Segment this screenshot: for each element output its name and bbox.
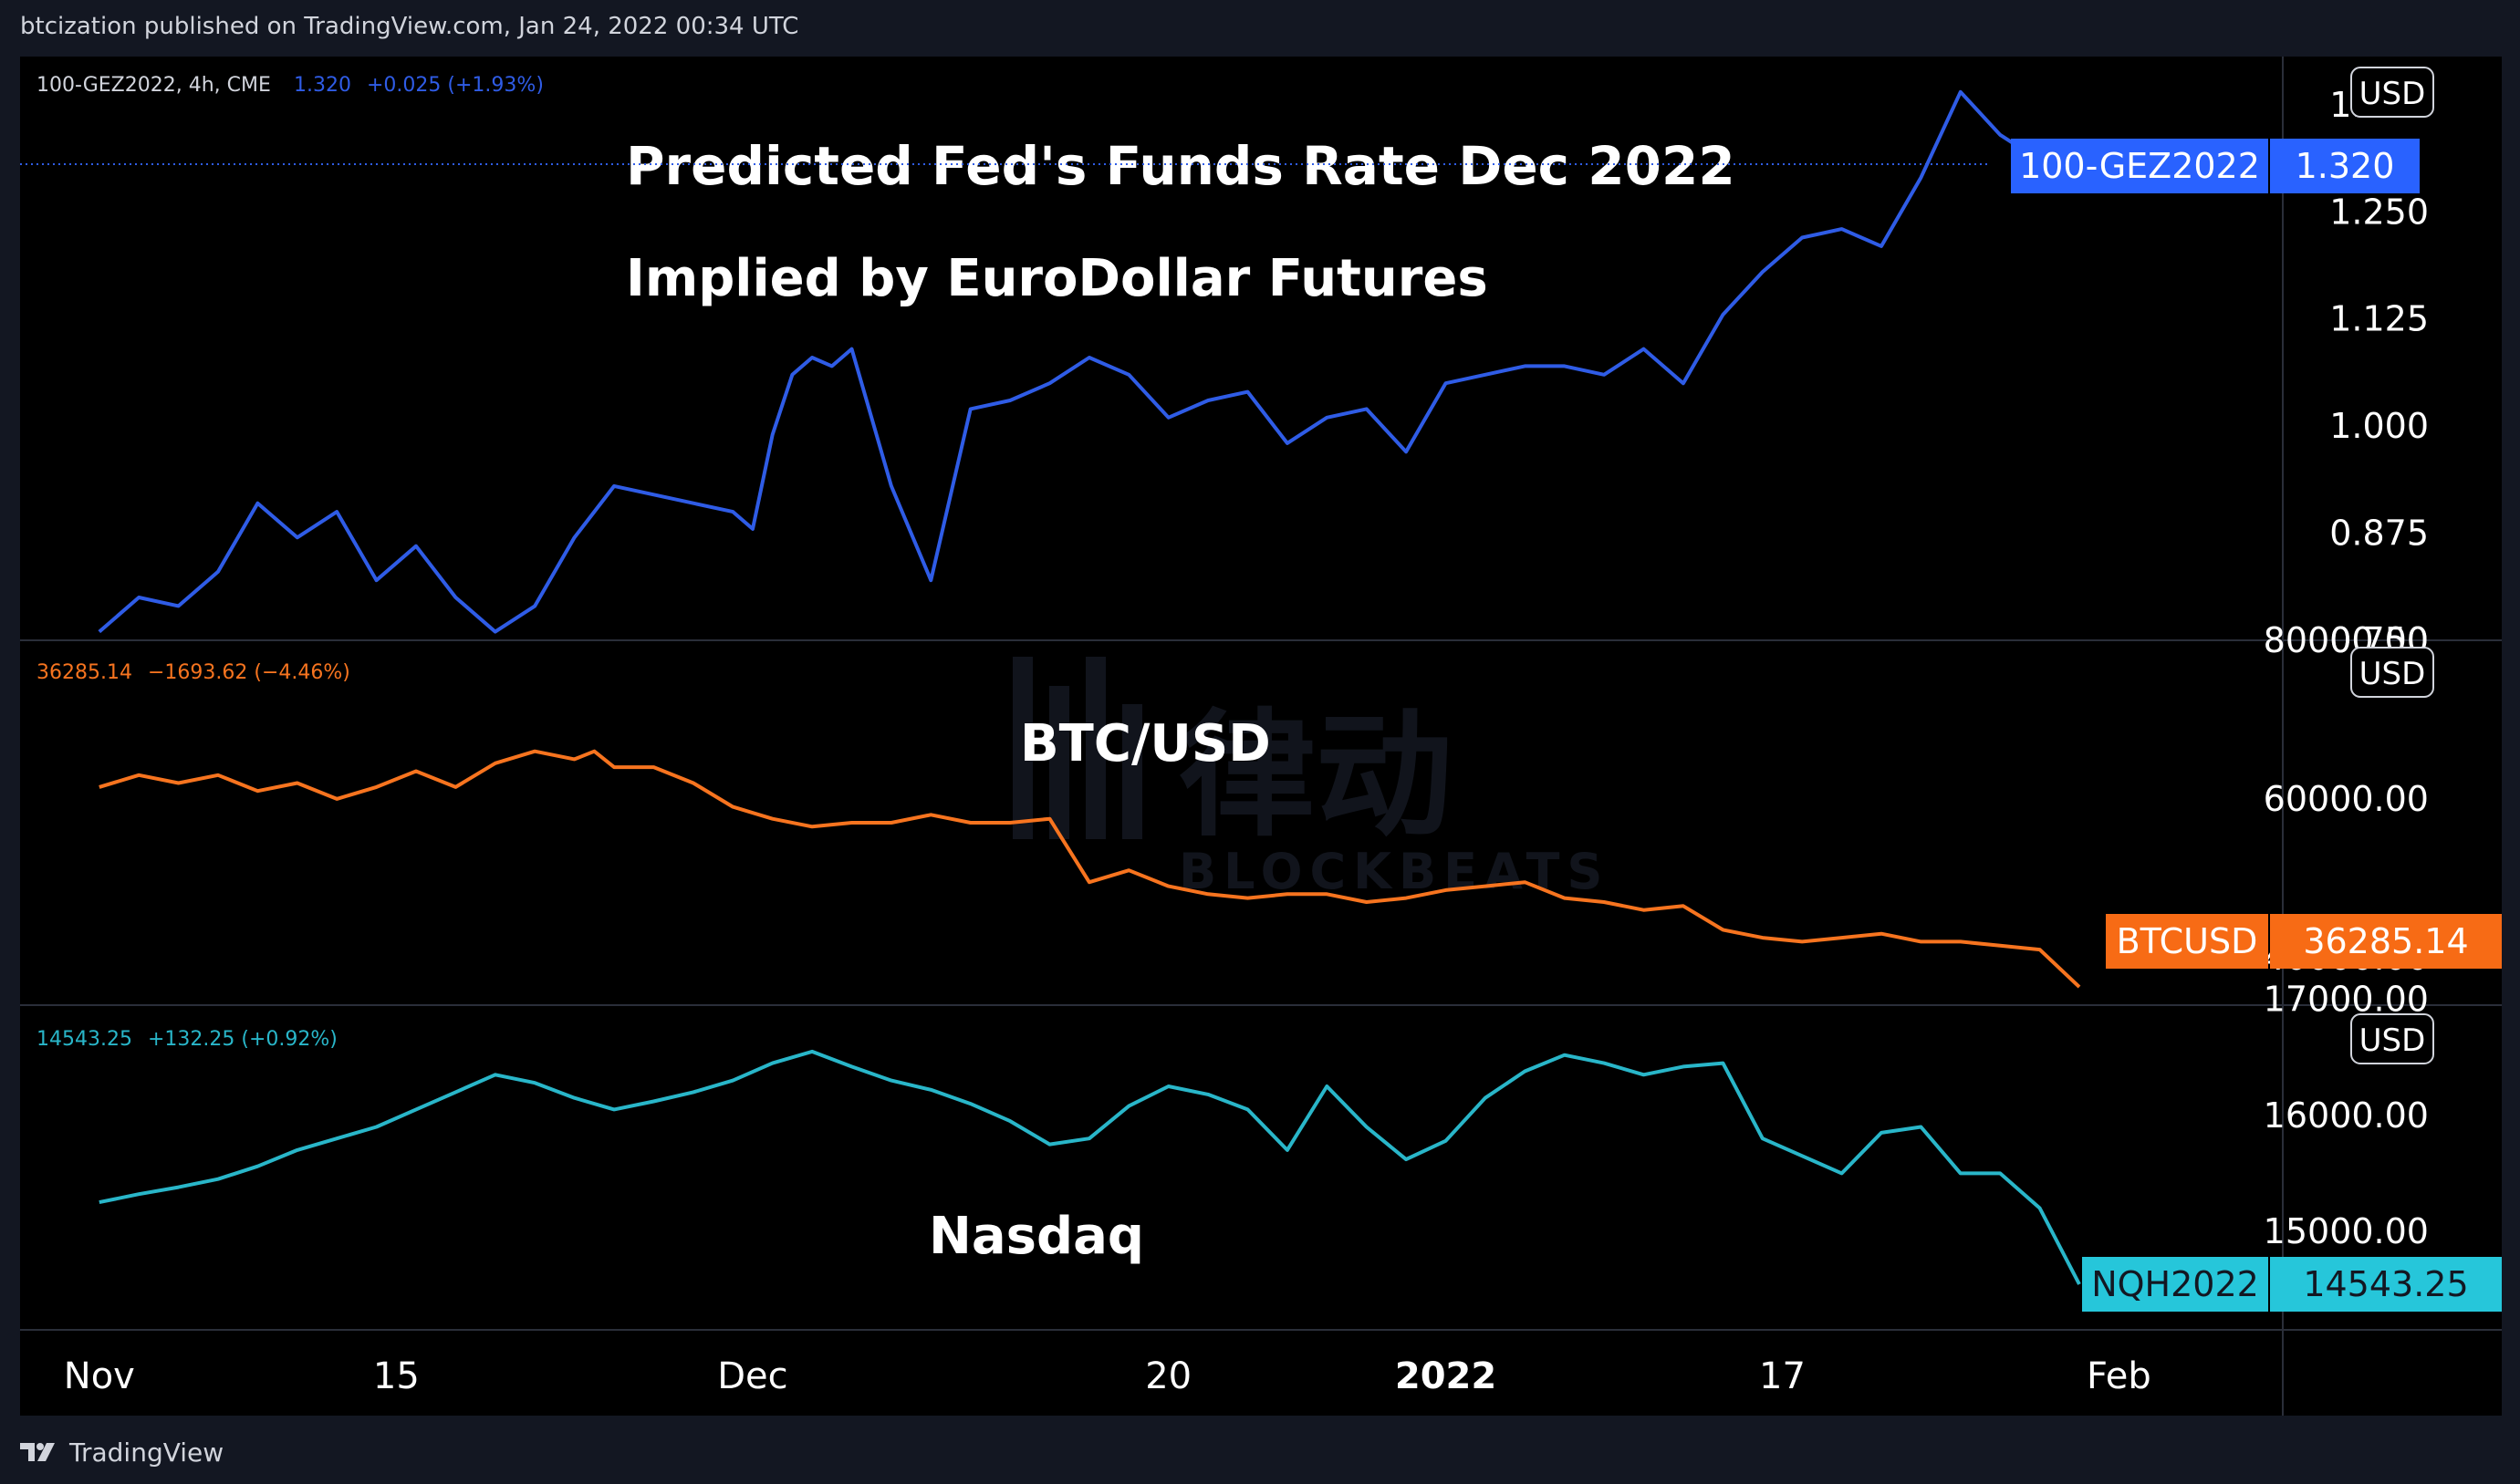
- x-tick-label: Feb: [2087, 1355, 2151, 1397]
- blockbeats-watermark: 律动 BLOCKBEATS: [1013, 657, 1609, 900]
- nasdaq-series-line[interactable]: [99, 1049, 2081, 1285]
- footer: TradingView: [20, 1434, 224, 1470]
- grid-lines: [20, 57, 2502, 1416]
- nasdaq-title: Nasdaq: [929, 1207, 1144, 1266]
- nasdaq-legend-value: 14543.25: [36, 1028, 132, 1051]
- fed-pane[interactable]: 100-GEZ2022, 4h, CME 1.320 +0.025 (+1.93…: [20, 67, 2434, 660]
- btc-title: BTC/USD: [1020, 714, 1271, 773]
- btc-legend-value: 36285.14: [36, 661, 132, 684]
- x-tick-label: Dec: [717, 1355, 787, 1397]
- publisher-header: btcization published on TradingView.com,…: [20, 13, 799, 40]
- fed-price-badge: 100-GEZ2022 1.320: [2011, 139, 2420, 193]
- svg-text:USD: USD: [2359, 656, 2426, 692]
- nasdaq-badge-value: 14543.25: [2303, 1264, 2468, 1304]
- btc-ytick-label: 60000.00: [2264, 779, 2429, 819]
- fed-ytick-label: 1.000: [2329, 406, 2429, 446]
- btc-series-line[interactable]: [99, 749, 2081, 989]
- nasdaq-pane[interactable]: 14543.25 +132.25 (+0.92%) Nasdaq 15000.0…: [36, 980, 2502, 1312]
- chart-frame: 100-GEZ2022, 4h, CME 1.320 +0.025 (+1.93…: [20, 57, 2502, 1416]
- blockbeats-logo-icon: [1013, 657, 1142, 839]
- watermark-chinese: 律动: [1179, 697, 1453, 856]
- nasdaq-price-badge: NQH2022 14543.25: [2082, 1257, 2502, 1312]
- btc-badge-value: 36285.14: [2303, 921, 2468, 961]
- fed-legend-change: +0.025 (+1.93%): [367, 74, 544, 97]
- x-tick-label: 20: [1145, 1355, 1192, 1397]
- btc-currency-label: USD: [2350, 647, 2434, 698]
- btc-badge-symbol: BTCUSD: [2117, 921, 2258, 961]
- fed-ytick-label: 1.125: [2329, 299, 2429, 339]
- nasdaq-y-axis: 15000.00 16000.00 17000.00: [2264, 980, 2429, 1251]
- fed-title: Predicted Fed's Funds Rate Dec 2022: [626, 135, 1735, 197]
- nasdaq-currency-label: USD: [2350, 1013, 2434, 1064]
- x-tick-label: 15: [373, 1355, 420, 1397]
- x-tick-label: Nov: [64, 1355, 135, 1397]
- fed-badge-value: 1.320: [2296, 146, 2395, 186]
- nasdaq-ytick-label: 15000.00: [2264, 1211, 2429, 1251]
- x-tick-label: 2022: [1395, 1355, 1496, 1397]
- fed-legend-value: 1.320: [294, 74, 351, 97]
- chart-canvas[interactable]: 100-GEZ2022, 4h, CME 1.320 +0.025 (+1.93…: [20, 57, 2502, 1416]
- nasdaq-legend-change: +132.25 (+0.92%): [148, 1028, 338, 1051]
- svg-text:USD: USD: [2359, 76, 2426, 112]
- fed-subtitle: Implied by EuroDollar Futures: [626, 249, 1488, 308]
- svg-text:USD: USD: [2359, 1022, 2426, 1059]
- fed-ytick-label: 1.250: [2329, 192, 2429, 232]
- fed-legend-symbol: 100-GEZ2022, 4h, CME: [36, 74, 271, 97]
- time-axis[interactable]: Nov 15 Dec 20 2022 17 Feb: [64, 1355, 2151, 1397]
- fed-ytick-label: 0.875: [2329, 514, 2429, 554]
- fed-series-line[interactable]: [98, 89, 2080, 634]
- nasdaq-ytick-label: 16000.00: [2264, 1095, 2429, 1136]
- tradingview-brand-text: TradingView: [69, 1437, 224, 1468]
- x-tick-label: 17: [1759, 1355, 1806, 1397]
- btc-pane[interactable]: 36285.14 −1693.62 (−4.46%) BTC/USD 40000…: [36, 620, 2502, 989]
- nasdaq-badge-symbol: NQH2022: [2091, 1264, 2259, 1304]
- watermark-latin: BLOCKBEATS: [1179, 843, 1609, 900]
- btc-price-badge: BTCUSD 36285.14: [2106, 914, 2502, 969]
- fed-currency-label: USD: [2350, 67, 2434, 118]
- nasdaq-ytick-label: 17000.00: [2264, 980, 2429, 1020]
- fed-badge-symbol: 100-GEZ2022: [2019, 146, 2260, 186]
- btc-legend-change: −1693.62 (−4.46%): [148, 661, 350, 684]
- tradingview-logo-icon: [20, 1443, 55, 1461]
